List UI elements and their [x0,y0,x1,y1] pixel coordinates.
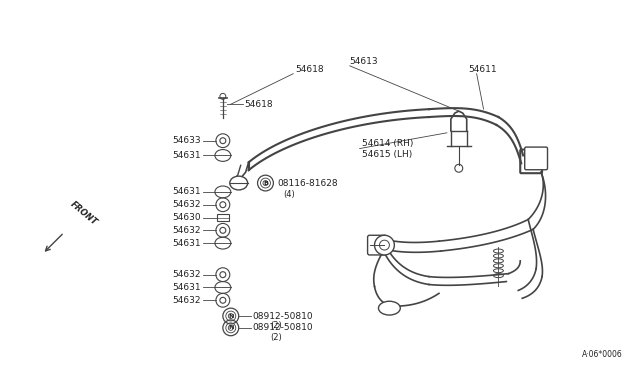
FancyBboxPatch shape [525,147,547,170]
Text: 54631: 54631 [172,151,201,160]
Text: 54618: 54618 [244,100,273,109]
Bar [217,214,228,221]
Text: (2): (2) [271,321,282,330]
Text: 54618: 54618 [295,65,324,74]
Text: 54632: 54632 [173,270,201,279]
Circle shape [374,235,394,255]
Text: 54631: 54631 [172,238,201,248]
Text: B: B [263,180,268,186]
Text: 54632: 54632 [173,226,201,235]
Text: (2): (2) [271,333,282,342]
Text: 54613: 54613 [349,57,378,66]
Text: 54632: 54632 [173,296,201,305]
Text: 54631: 54631 [172,187,201,196]
Text: 54631: 54631 [172,283,201,292]
Text: 54614 (RH): 54614 (RH) [362,139,413,148]
Text: 54611: 54611 [468,65,497,74]
Text: N: N [228,326,234,330]
Text: A·06*0006: A·06*0006 [582,350,622,359]
Ellipse shape [230,176,248,190]
Text: 08116-81628: 08116-81628 [277,179,338,187]
Ellipse shape [378,301,400,315]
Text: 54632: 54632 [173,200,201,209]
Text: 54615 (LH): 54615 (LH) [362,150,412,159]
FancyBboxPatch shape [367,235,387,255]
Text: 54630: 54630 [172,213,201,222]
Text: FRONT: FRONT [68,200,99,227]
Text: N: N [228,314,234,318]
Text: 08912-50810: 08912-50810 [253,311,313,321]
Text: (4): (4) [284,190,295,199]
Text: 08912-50810: 08912-50810 [253,323,313,332]
Text: 54633: 54633 [172,136,201,145]
